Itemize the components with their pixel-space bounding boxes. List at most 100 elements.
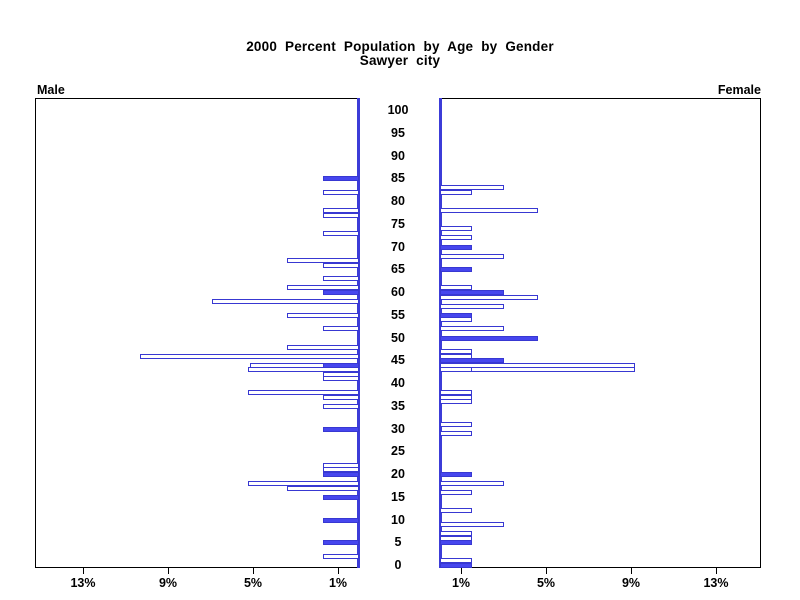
bar-male-age-38 <box>248 390 359 395</box>
age-tick-label-80: 80 <box>391 194 405 208</box>
bar-male-age-66 <box>323 263 359 268</box>
bar-male-age-43 <box>248 367 359 372</box>
bar-male-age-2 <box>323 554 359 559</box>
age-tick-label-45: 45 <box>391 353 405 367</box>
bar-female-age-45 <box>440 358 504 363</box>
age-tick-label-95: 95 <box>391 126 405 140</box>
bar-female-age-50 <box>440 336 538 341</box>
bar-female-age-18 <box>440 481 504 486</box>
bar-male-age-48 <box>287 345 359 350</box>
pct-tick-mark-female-9 <box>631 568 632 574</box>
bar-female-age-5 <box>440 540 472 545</box>
pct-tick-mark-male-5 <box>253 568 254 574</box>
bar-female-age-59 <box>440 295 538 300</box>
male-zero-baseline <box>357 98 360 568</box>
pct-tick-label-male-5: 5% <box>243 576 263 590</box>
bar-male-age-63 <box>323 276 359 281</box>
bar-male-age-52 <box>323 326 359 331</box>
pct-tick-label-female-1: 1% <box>451 576 471 590</box>
bar-female-age-82 <box>440 190 472 195</box>
bar-female-age-31 <box>440 422 472 427</box>
chart-subtitle: Sawyer city <box>359 53 441 68</box>
female-zero-baseline <box>439 98 442 568</box>
bar-female-age-54 <box>440 317 472 322</box>
pct-tick-mark-female-5 <box>546 568 547 574</box>
pct-tick-label-male-9: 9% <box>158 576 178 590</box>
bar-female-age-29 <box>440 431 472 436</box>
age-tick-label-10: 10 <box>391 513 405 527</box>
age-tick-label-60: 60 <box>391 285 405 299</box>
bar-male-age-15 <box>323 495 359 500</box>
bar-female-age-72 <box>440 235 472 240</box>
bar-male-age-20 <box>323 472 359 477</box>
bar-male-age-35 <box>323 404 359 409</box>
bar-male-age-85 <box>323 176 359 181</box>
male-panel-label: Male <box>37 83 65 97</box>
bar-male-age-10 <box>323 518 359 523</box>
age-tick-label-100: 100 <box>387 103 409 117</box>
bar-female-age-36 <box>440 399 472 404</box>
bar-male-age-18 <box>248 481 359 486</box>
chart-title: 2000 Percent Population by Age by Gender <box>246 39 554 54</box>
female-panel-label: Female <box>717 83 761 97</box>
bar-female-age-47 <box>440 349 472 354</box>
bar-female-age-78 <box>440 208 538 213</box>
bar-female-age-74 <box>440 226 472 231</box>
age-tick-label-20: 20 <box>391 467 405 481</box>
bar-female-age-38 <box>440 390 472 395</box>
bar-female-age-70 <box>440 245 472 250</box>
bar-female-age-9 <box>440 522 504 527</box>
male-panel-frame <box>35 98 359 568</box>
bar-male-age-78 <box>323 208 359 213</box>
pct-tick-label-female-9: 9% <box>621 576 641 590</box>
age-tick-label-30: 30 <box>391 422 405 436</box>
bar-male-age-73 <box>323 231 359 236</box>
age-tick-label-75: 75 <box>391 217 405 231</box>
pct-tick-label-male-1: 1% <box>328 576 348 590</box>
pct-tick-label-male-13: 13% <box>70 576 96 590</box>
pct-tick-label-female-13: 13% <box>703 576 729 590</box>
age-tick-label-90: 90 <box>391 149 405 163</box>
bar-male-age-58 <box>212 299 359 304</box>
bar-male-age-5 <box>323 540 359 545</box>
bar-female-age-83 <box>440 185 504 190</box>
bar-female-age-65 <box>440 267 472 272</box>
pct-tick-label-female-5: 5% <box>536 576 556 590</box>
age-tick-label-65: 65 <box>391 262 405 276</box>
bar-male-age-61 <box>287 285 359 290</box>
age-tick-label-35: 35 <box>391 399 405 413</box>
age-tick-label-0: 0 <box>394 558 402 572</box>
age-tick-label-25: 25 <box>391 444 405 458</box>
bar-female-age-1 <box>440 558 472 563</box>
bar-female-age-0 <box>440 563 472 568</box>
bar-male-age-67 <box>287 258 359 263</box>
bar-male-age-77 <box>323 213 359 218</box>
pct-tick-mark-male-9 <box>168 568 169 574</box>
age-tick-label-5: 5 <box>394 535 402 549</box>
bar-male-age-55 <box>287 313 359 318</box>
age-tick-label-85: 85 <box>391 171 405 185</box>
bar-female-age-61 <box>440 285 472 290</box>
bar-female-age-43-seg1 <box>471 367 635 372</box>
age-tick-label-15: 15 <box>391 490 405 504</box>
chart-title-block: 2000 Percent Population by Age by Gender… <box>0 40 800 68</box>
bar-female-age-16 <box>440 490 472 495</box>
bar-male-age-46 <box>140 354 359 359</box>
pct-tick-mark-female-1 <box>461 568 462 574</box>
pct-tick-mark-male-13 <box>83 568 84 574</box>
bar-female-age-7 <box>440 531 472 536</box>
bar-male-age-60 <box>323 290 359 295</box>
bar-female-age-57 <box>440 304 504 309</box>
age-tick-label-70: 70 <box>391 240 405 254</box>
bar-male-age-17 <box>287 486 359 491</box>
pct-tick-mark-male-1 <box>338 568 339 574</box>
bar-female-age-20 <box>440 472 472 477</box>
female-panel-frame <box>440 98 761 568</box>
age-tick-label-40: 40 <box>391 376 405 390</box>
bar-male-age-30 <box>323 427 359 432</box>
age-tick-label-55: 55 <box>391 308 405 322</box>
bar-female-age-52 <box>440 326 504 331</box>
bar-female-age-12 <box>440 508 472 513</box>
bar-male-age-41 <box>323 376 359 381</box>
